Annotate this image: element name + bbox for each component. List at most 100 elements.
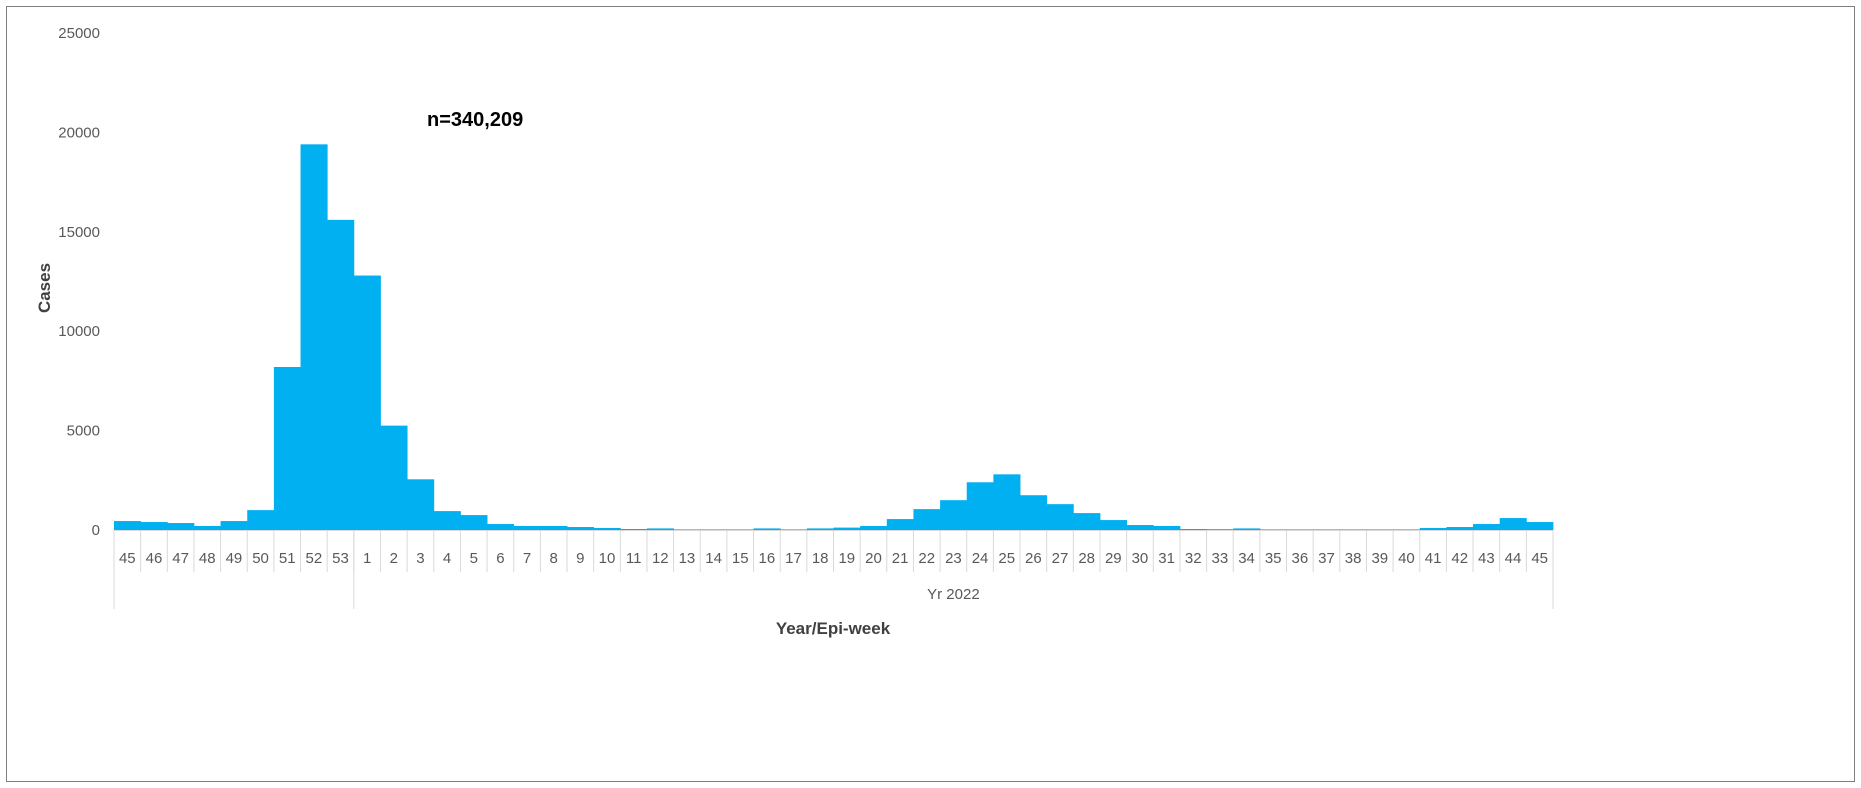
bar bbox=[674, 529, 701, 530]
bar bbox=[567, 527, 594, 530]
bar bbox=[940, 500, 967, 530]
bar bbox=[1446, 527, 1473, 530]
bar bbox=[807, 528, 834, 530]
x-tick-label: 13 bbox=[679, 550, 696, 567]
y-axis-ticks: 0 5000 10000 15000 20000 25000 bbox=[58, 25, 100, 539]
bar bbox=[1127, 525, 1154, 530]
bar bbox=[1020, 495, 1047, 530]
x-tick-label: 12 bbox=[652, 550, 669, 567]
bar bbox=[1153, 526, 1180, 530]
bar bbox=[860, 526, 887, 530]
x-tick-label: 44 bbox=[1505, 550, 1522, 567]
x-tick-label: 15 bbox=[732, 550, 749, 567]
x-tick-label: 8 bbox=[550, 550, 558, 567]
bar bbox=[620, 529, 647, 530]
bar bbox=[1207, 529, 1234, 530]
x-tick-label: 53 bbox=[332, 550, 349, 567]
y-tick-label: 20000 bbox=[58, 124, 100, 141]
bar bbox=[380, 426, 407, 530]
x-tick-label: 19 bbox=[838, 550, 855, 567]
bar bbox=[1473, 524, 1500, 530]
bar bbox=[1340, 529, 1367, 530]
bar bbox=[647, 528, 674, 530]
bar bbox=[514, 526, 541, 530]
x-tick-label: 45 bbox=[119, 550, 136, 567]
bar bbox=[754, 528, 781, 530]
x-tick-label: 14 bbox=[705, 550, 722, 567]
x-tick-label: 16 bbox=[759, 550, 776, 567]
x-tick-label: 10 bbox=[599, 550, 616, 567]
x-tick-label: 6 bbox=[496, 550, 504, 567]
y-tick-label: 5000 bbox=[67, 423, 100, 440]
bar bbox=[1313, 529, 1340, 530]
x-tick-label: 52 bbox=[306, 550, 323, 567]
x-tick-label: 1 bbox=[363, 550, 371, 567]
x-tick-label: 46 bbox=[146, 550, 163, 567]
bar bbox=[407, 479, 434, 530]
bar bbox=[167, 523, 194, 530]
x-tick-label: 40 bbox=[1398, 550, 1415, 567]
x-tick-label: 34 bbox=[1238, 550, 1255, 567]
x-group-label: Yr 2022 bbox=[927, 586, 980, 603]
x-axis bbox=[114, 530, 1553, 572]
bar bbox=[700, 529, 727, 530]
bar bbox=[141, 522, 168, 530]
x-tick-label: 47 bbox=[172, 550, 189, 567]
x-tick-label: 2 bbox=[390, 550, 398, 567]
x-tick-label: 41 bbox=[1425, 550, 1442, 567]
x-tick-label: 39 bbox=[1371, 550, 1388, 567]
x-tick-label: 33 bbox=[1212, 550, 1229, 567]
bar bbox=[274, 367, 301, 530]
x-tick-label: 50 bbox=[252, 550, 269, 567]
bar bbox=[913, 509, 940, 530]
bar bbox=[1287, 529, 1314, 530]
x-tick-label: 7 bbox=[523, 550, 531, 567]
x-tick-label: 9 bbox=[576, 550, 584, 567]
bar bbox=[354, 276, 381, 530]
bar bbox=[1233, 528, 1260, 530]
bar bbox=[194, 526, 221, 530]
bar bbox=[1366, 529, 1393, 530]
bar bbox=[834, 528, 861, 530]
bar bbox=[247, 510, 274, 530]
x-tick-label: 27 bbox=[1052, 550, 1069, 567]
bar bbox=[887, 519, 914, 530]
x-tick-label: 24 bbox=[972, 550, 989, 567]
bar bbox=[1260, 529, 1287, 530]
bar bbox=[540, 526, 567, 530]
x-tick-label: 42 bbox=[1451, 550, 1468, 567]
x-tick-label: 25 bbox=[998, 550, 1015, 567]
bar bbox=[1073, 513, 1100, 530]
bar bbox=[327, 220, 354, 530]
x-tick-label: 22 bbox=[918, 550, 935, 567]
bar bbox=[1180, 529, 1207, 530]
bar bbox=[1100, 520, 1127, 530]
x-tick-label: 32 bbox=[1185, 550, 1202, 567]
x-tick-label: 36 bbox=[1291, 550, 1308, 567]
x-tick-label: 37 bbox=[1318, 550, 1335, 567]
bar bbox=[993, 474, 1020, 530]
y-tick-label: 0 bbox=[92, 522, 100, 539]
bar bbox=[301, 144, 328, 530]
bar bbox=[594, 528, 621, 530]
x-tick-label: 43 bbox=[1478, 550, 1495, 567]
x-tick-label: 51 bbox=[279, 550, 296, 567]
x-tick-label: 26 bbox=[1025, 550, 1042, 567]
bar bbox=[1526, 522, 1553, 530]
x-tick-label: 18 bbox=[812, 550, 829, 567]
x-tick-label: 29 bbox=[1105, 550, 1122, 567]
total-cases-annotation: n=340,209 bbox=[427, 109, 523, 131]
x-tick-label: 3 bbox=[416, 550, 424, 567]
bar bbox=[1047, 504, 1074, 530]
bar bbox=[1393, 529, 1420, 530]
bar bbox=[487, 524, 514, 530]
x-tick-label: 45 bbox=[1531, 550, 1548, 567]
x-tick-label: 11 bbox=[626, 550, 642, 567]
bar bbox=[1420, 528, 1447, 530]
bar bbox=[114, 521, 141, 530]
bars bbox=[114, 144, 1553, 530]
y-tick-label: 10000 bbox=[58, 323, 100, 340]
bar bbox=[967, 482, 994, 530]
x-tick-label: 21 bbox=[892, 550, 909, 567]
